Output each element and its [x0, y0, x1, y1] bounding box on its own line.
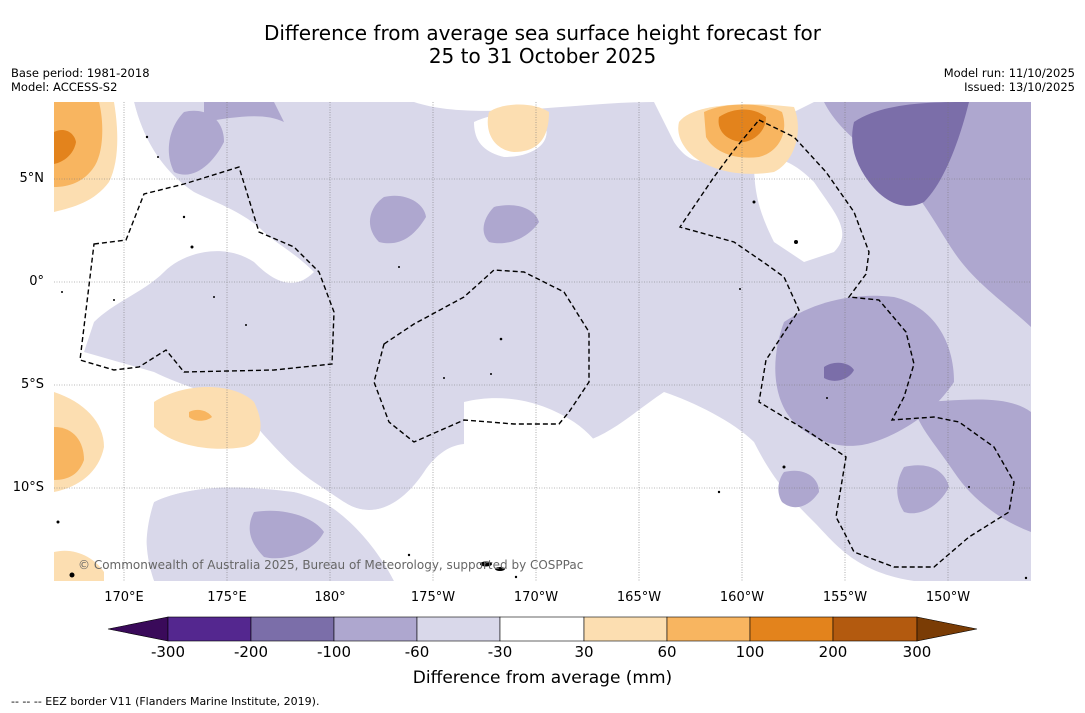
lat-label-0: 0° — [29, 274, 44, 289]
anomaly-n100-60-fill — [168, 102, 1031, 559]
lat-label-5s: 5°S — [20, 377, 44, 392]
base-period: Base period: 1981-2018 — [11, 66, 150, 80]
lon-label-180: 180° — [314, 590, 346, 605]
cbar-above-arrow — [916, 616, 978, 642]
anomaly-n200-100-fill — [824, 102, 969, 381]
eez-borders — [79, 119, 1015, 568]
cbar-tick-p60: 60 — [657, 643, 677, 661]
cbar-n200-100 — [250, 616, 335, 642]
cbar-tick-n100: -100 — [316, 643, 352, 661]
cbar-n30-30 — [499, 616, 585, 642]
meta-right: Model run: 11/10/2025 Issued: 13/10/2025 — [944, 66, 1075, 94]
model-name: Model: ACCESS-S2 — [11, 80, 118, 94]
lon-label-155w: 155°W — [822, 590, 868, 605]
cbar-p100-200 — [749, 616, 834, 642]
cbar-tick-p100: 100 — [735, 643, 765, 661]
colorbar-title: Difference from average (mm) — [412, 668, 673, 688]
eez-footnote: -- -- -- EEZ border V11 (Flanders Marine… — [11, 695, 320, 708]
cbar-p200-300 — [832, 616, 918, 642]
cbar-below-arrow — [107, 616, 169, 642]
cbar-tick-n200: -200 — [233, 643, 269, 661]
lon-label-160w: 160°W — [719, 590, 765, 605]
map-canvas — [54, 102, 1031, 581]
islands — [56, 135, 1028, 580]
anomaly-p100-200-fill — [54, 109, 766, 164]
cbar-tick-n30: -30 — [487, 643, 513, 661]
title-line-1: Difference from average sea surface heig… — [263, 21, 822, 45]
lon-label-170e: 170°E — [104, 590, 144, 605]
cbar-tick-p30: 30 — [574, 643, 594, 661]
cbar-tick-n60: -60 — [404, 643, 430, 661]
lon-label-165w: 165°W — [616, 590, 662, 605]
copyright-notice: © Commonwealth of Australia 2025, Bureau… — [78, 558, 584, 572]
lon-label-175w: 175°W — [410, 590, 456, 605]
lat-label-10s: 10°S — [12, 480, 44, 495]
colorbar — [107, 616, 978, 642]
model-run: Model run: 11/10/2025 — [943, 66, 1075, 80]
cbar-tick-p300: 300 — [902, 643, 932, 661]
map-panel[interactable] — [54, 102, 1031, 581]
cbar-n300-200 — [167, 616, 252, 642]
map-title: Difference from average sea surface heig… — [0, 22, 1085, 68]
lon-label-150w: 150°W — [925, 590, 971, 605]
cbar-n100-60 — [333, 616, 418, 642]
title-line-2: 25 to 31 October 2025 — [428, 44, 657, 68]
cbar-n60-30 — [416, 616, 501, 642]
issued-date: Issued: 13/10/2025 — [964, 80, 1075, 94]
cbar-tick-p200: 200 — [818, 643, 848, 661]
lon-label-175e: 175°E — [207, 590, 247, 605]
lon-label-170w: 170°W — [513, 590, 559, 605]
meta-left: Base period: 1981-2018 Model: ACCESS-S2 — [11, 66, 150, 94]
lat-label-5n: 5°N — [19, 171, 45, 186]
cbar-p30-60 — [583, 616, 668, 642]
cbar-p60-100 — [666, 616, 751, 642]
cbar-tick-n300: -300 — [150, 643, 186, 661]
